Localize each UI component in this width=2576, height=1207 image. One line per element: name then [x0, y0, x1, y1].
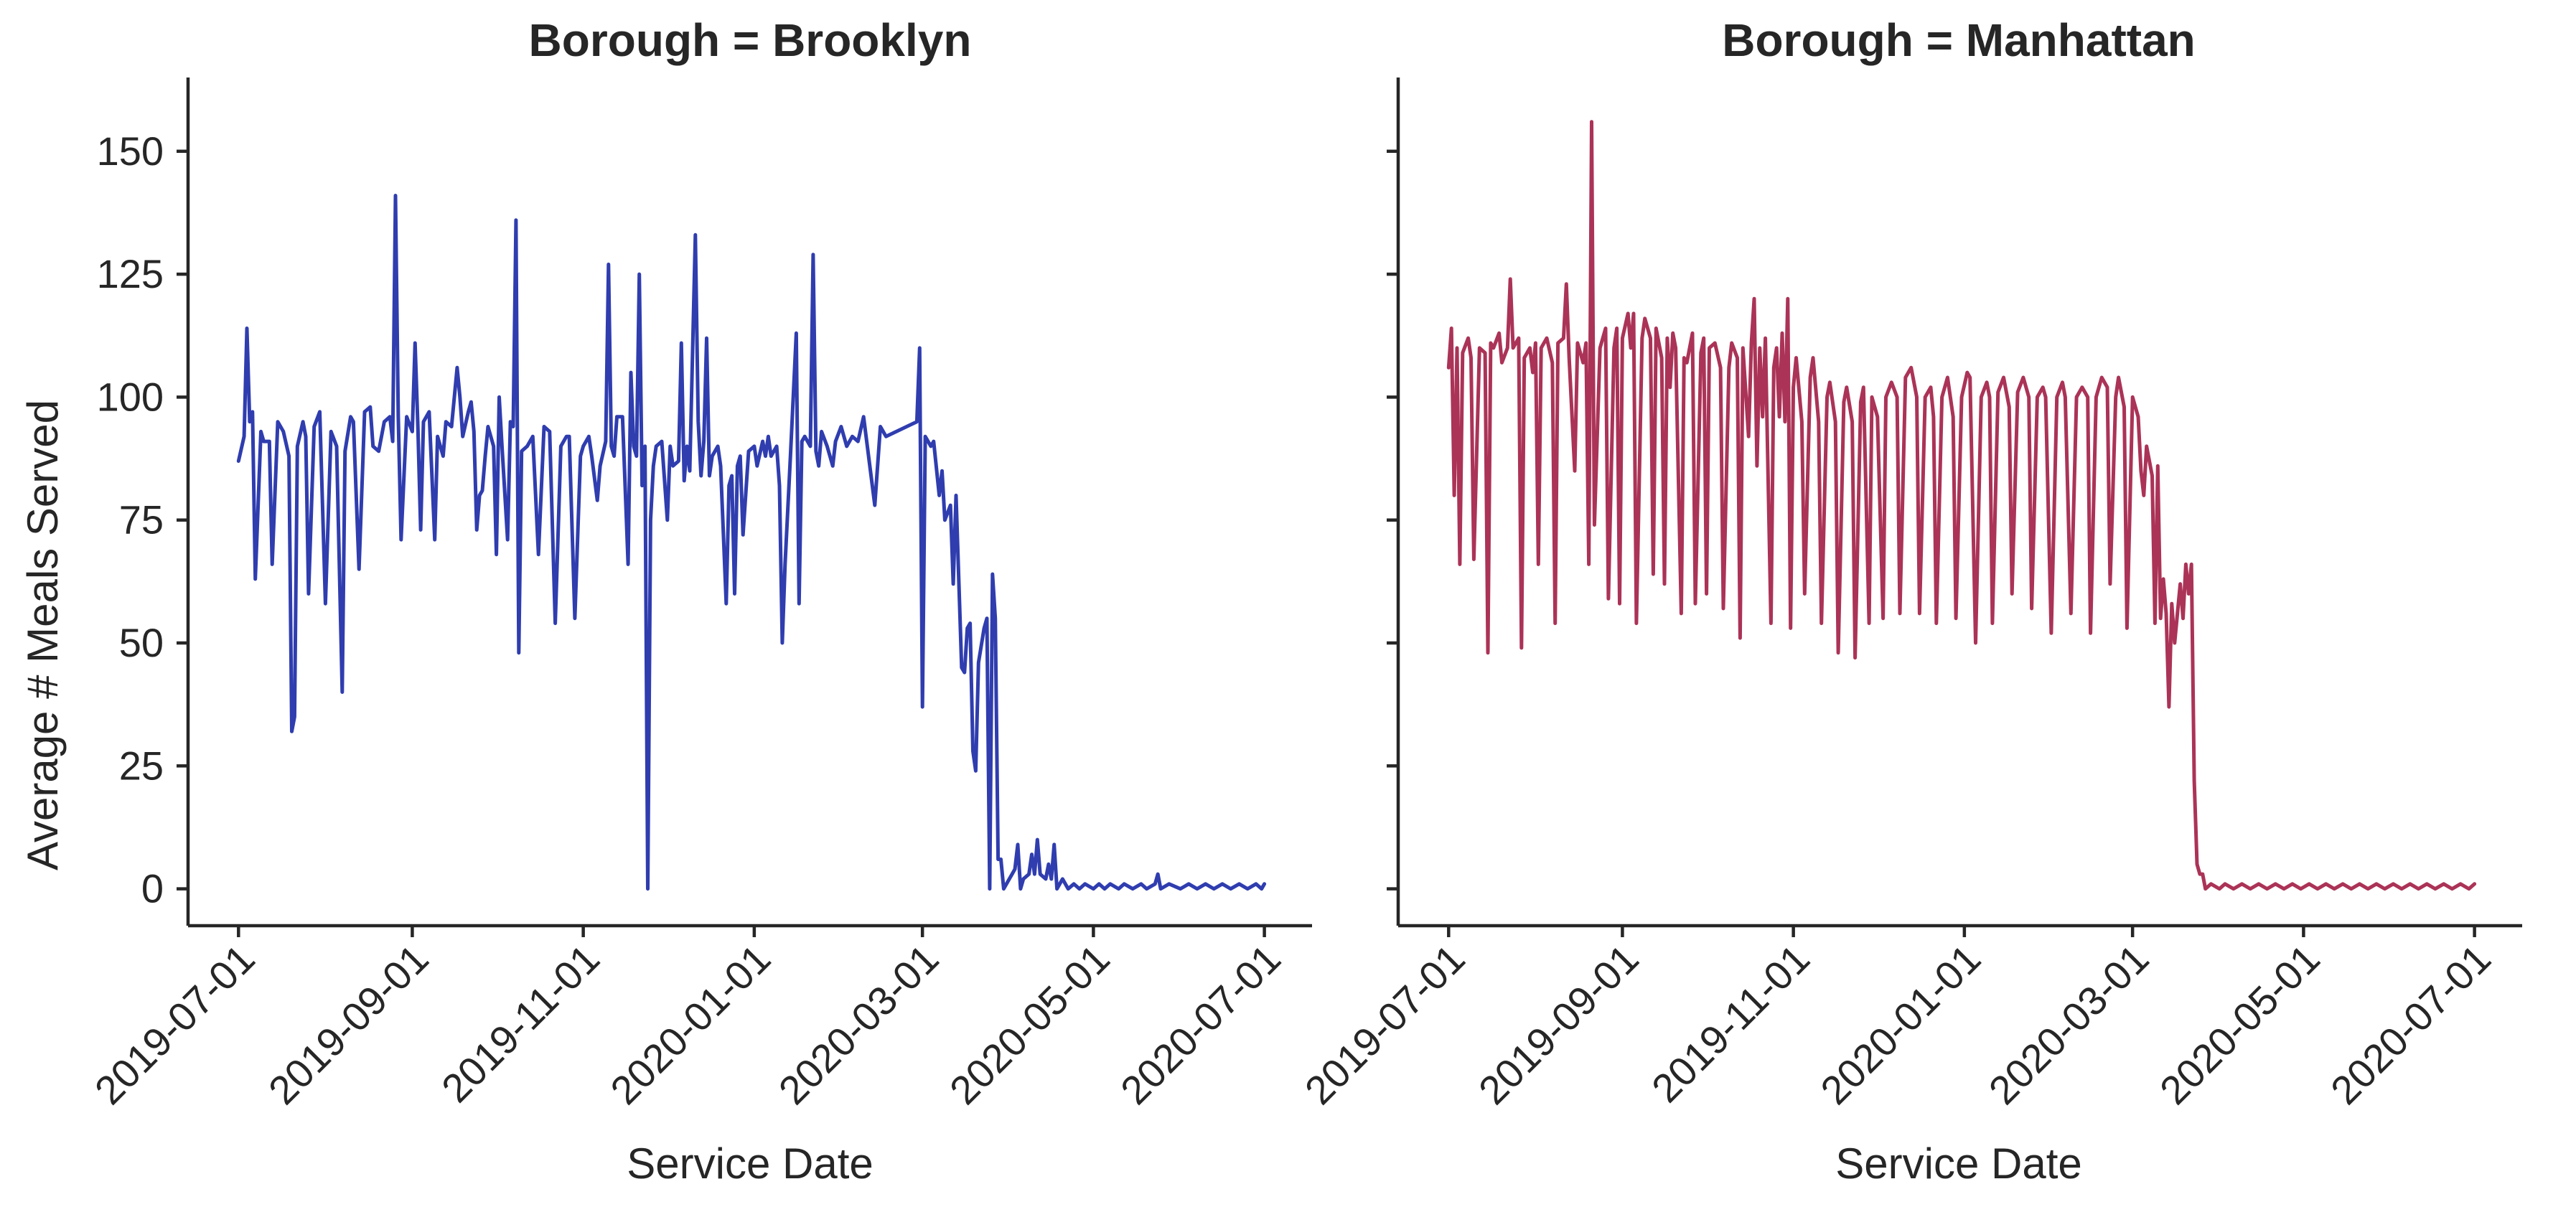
panel-title: Borough = Manhattan	[1722, 14, 2196, 66]
x-tick-label: 2019-11-01	[433, 936, 608, 1111]
x-tick-label: 2020-01-01	[1812, 936, 1989, 1113]
panel-title: Borough = Brooklyn	[529, 14, 972, 66]
y-tick-label: 100	[97, 374, 164, 419]
x-tick-label: 2019-09-01	[260, 936, 437, 1113]
x-axis-label: Service Date	[1835, 1140, 2081, 1188]
x-tick-label: 2020-03-01	[770, 936, 947, 1113]
x-tick-label: 2020-01-01	[601, 936, 779, 1113]
x-tick-label: 2019-07-01	[1296, 936, 1474, 1113]
panel-brooklyn: Borough = Brooklyn Average # Meals Serve…	[19, 14, 1312, 1188]
y-tick-label: 25	[119, 743, 164, 788]
x-axis-label: Service Date	[627, 1140, 873, 1188]
x-tick-label: 2020-07-01	[1112, 936, 1289, 1113]
x-tick-label: 2019-11-01	[1643, 936, 1818, 1111]
panel-manhattan: Borough = Manhattan Service Date 2019-07…	[1296, 14, 2522, 1188]
x-tick-label: 2020-03-01	[1980, 936, 2158, 1113]
y-tick-label: 150	[97, 128, 164, 174]
y-tick-label: 50	[119, 620, 164, 665]
y-tick-label: 125	[97, 251, 164, 296]
x-tick-label: 2020-07-01	[2322, 936, 2499, 1113]
x-tick-label: 2019-07-01	[86, 936, 263, 1113]
x-tick-label: 2019-09-01	[1470, 936, 1647, 1113]
x-tick-label: 2020-05-01	[2151, 936, 2328, 1113]
series-line	[1446, 120, 2477, 891]
y-tick-label: 75	[119, 497, 164, 543]
x-tick-label: 2020-05-01	[941, 936, 1118, 1113]
y-axis-label: Average # Meals Served	[19, 400, 67, 870]
y-tick-label: 0	[141, 866, 164, 911]
series-line	[236, 194, 1267, 891]
